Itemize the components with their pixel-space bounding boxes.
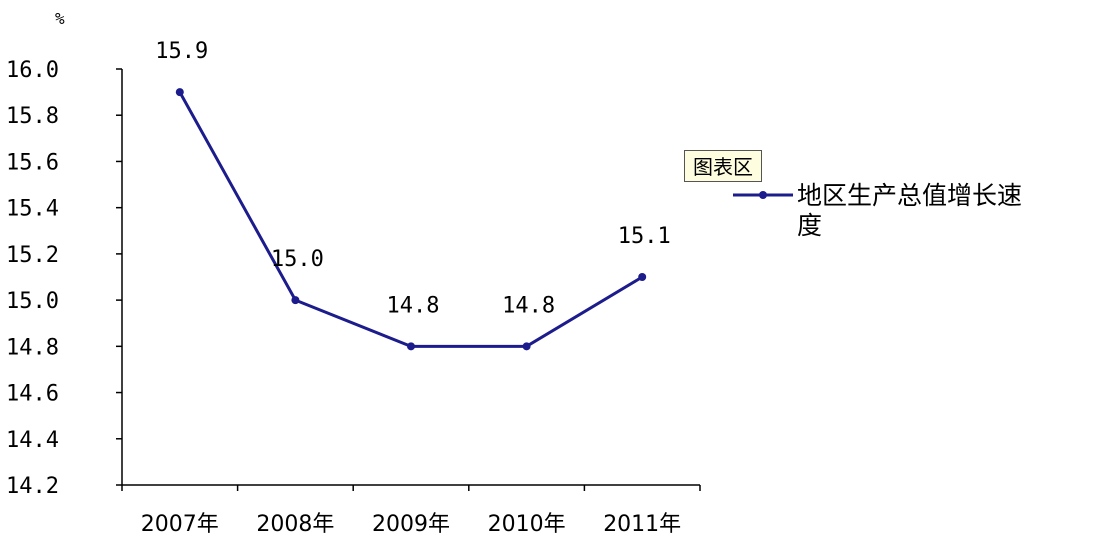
y-tick-label: 15.8 xyxy=(6,104,59,129)
chart-area-tooltip: 图表区 xyxy=(684,150,762,182)
data-label: 15.0 xyxy=(271,247,324,272)
data-point[interactable] xyxy=(291,296,300,305)
y-tick-label: 14.4 xyxy=(6,428,59,453)
y-tick-label: 15.4 xyxy=(6,197,59,222)
x-category-label: 2007年 xyxy=(141,512,219,537)
y-tick-label: 14.2 xyxy=(6,474,59,499)
x-category-label: 2009年 xyxy=(372,512,450,537)
data-label: 14.8 xyxy=(502,293,555,318)
data-point[interactable] xyxy=(407,342,415,351)
y-tick-label: 14.6 xyxy=(6,382,59,407)
y-axis: 16.0 15.8 15.6 15.4 15.2 15.0 14.8 14.6 14.4 14.2 xyxy=(6,58,123,499)
x-axis: 2007年 2008年 2009年 2010年 2011年 xyxy=(121,484,701,537)
legend-label: 地区生产总值增长速 xyxy=(797,181,1022,210)
y-tick-label: 15.0 xyxy=(6,289,59,314)
x-category-label: 2011年 xyxy=(603,512,681,537)
x-category-label: 2010年 xyxy=(488,512,566,537)
series-group: 15.9 15.0 14.8 14.8 15.1 xyxy=(155,39,671,351)
legend-marker xyxy=(759,191,767,199)
y-tick-label: 16.0 xyxy=(6,58,59,83)
y-axis-unit-label: % xyxy=(55,9,65,28)
y-tick-label: 15.2 xyxy=(6,243,59,268)
legend-label: 度 xyxy=(797,211,822,240)
x-category-label: 2008年 xyxy=(256,512,334,537)
y-tick-label: 15.6 xyxy=(6,150,59,175)
data-label: 15.1 xyxy=(618,224,671,249)
data-label: 14.8 xyxy=(387,293,440,318)
data-label: 15.9 xyxy=(155,39,208,64)
data-point[interactable] xyxy=(638,273,647,281)
y-tick-label: 14.8 xyxy=(6,335,59,360)
data-point[interactable] xyxy=(175,88,184,97)
data-point[interactable] xyxy=(522,342,531,351)
